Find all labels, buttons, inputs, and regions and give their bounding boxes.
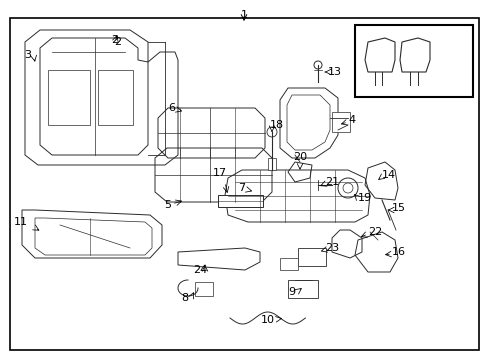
Bar: [48, 70, 90, 125]
Bar: [195, 282, 213, 296]
Bar: [267, 158, 275, 170]
Bar: [218, 195, 263, 207]
Bar: [287, 280, 317, 298]
Text: 22: 22: [367, 227, 382, 237]
Text: 19: 19: [357, 193, 371, 203]
Text: 20: 20: [292, 152, 306, 162]
Text: 3: 3: [24, 50, 31, 60]
Text: 7: 7: [237, 183, 244, 193]
Bar: [354, 25, 472, 97]
Text: 14: 14: [381, 170, 395, 180]
Bar: [331, 112, 349, 132]
Text: 2: 2: [114, 37, 122, 47]
Text: 18: 18: [269, 120, 284, 130]
Text: 2: 2: [111, 35, 118, 45]
Text: 5: 5: [164, 200, 171, 210]
Text: 11: 11: [14, 217, 28, 227]
Text: 8: 8: [181, 293, 187, 303]
Text: 4: 4: [347, 115, 354, 125]
Bar: [297, 248, 325, 266]
Bar: [280, 258, 297, 270]
Text: 1: 1: [240, 10, 247, 20]
Text: 24: 24: [192, 265, 207, 275]
Text: 12: 12: [441, 47, 455, 57]
Text: 15: 15: [391, 203, 405, 213]
Bar: [98, 70, 133, 125]
Text: 13: 13: [327, 67, 341, 77]
Text: 9: 9: [287, 287, 294, 297]
Text: 16: 16: [391, 247, 405, 257]
Text: 23: 23: [325, 243, 339, 253]
Text: 17: 17: [212, 168, 226, 178]
Text: 6: 6: [168, 103, 175, 113]
Text: 21: 21: [325, 177, 339, 187]
Text: 10: 10: [261, 315, 274, 325]
